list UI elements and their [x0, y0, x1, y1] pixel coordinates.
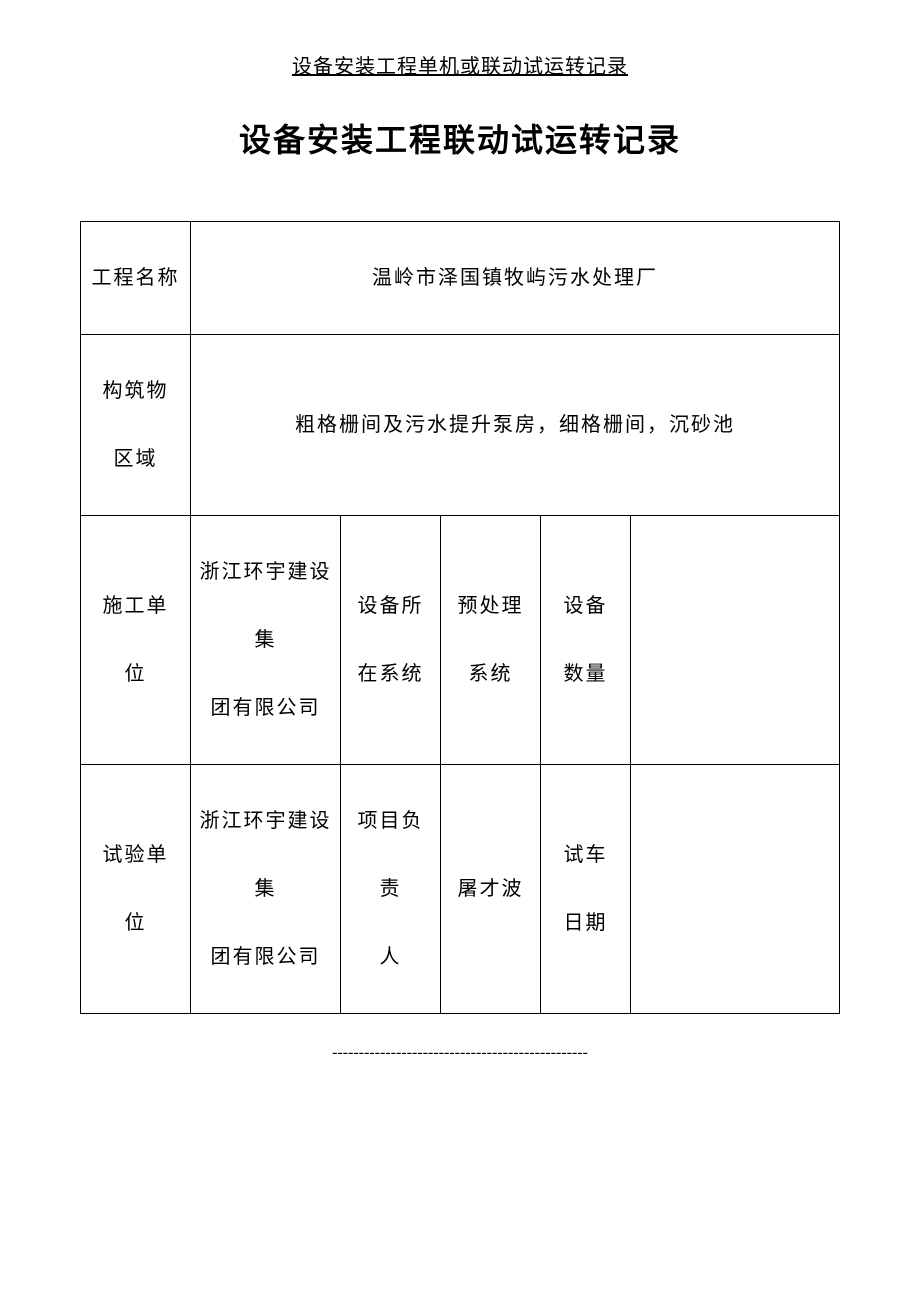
cell-text: 设备: [564, 595, 608, 617]
record-form-table: 工程名称 温岭市泽国镇牧屿污水处理厂 构筑物 区域 粗格栅间及污水提升泵房，细格…: [80, 221, 840, 1014]
label-structure-area: 构筑物 区域: [81, 335, 191, 516]
cell-text: 系统: [469, 663, 513, 685]
cell-text: 日期: [564, 912, 608, 934]
cell-text: 施工单: [103, 595, 169, 617]
value-project-name: 温岭市泽国镇牧屿污水处理厂: [191, 222, 840, 335]
table-row: 试验单 位 浙江环宇建设集 团有限公司 项目负责 人 屠才波 试车 日期: [81, 765, 840, 1014]
cell-text: 浙江环宇建设集: [200, 810, 332, 900]
cell-text: 预处理: [458, 595, 524, 617]
cell-text: 项目负责: [358, 810, 424, 900]
value-project-leader: 屠才波: [441, 765, 541, 1014]
cell-text: 位: [125, 663, 147, 685]
label-structure-area-line1: 构筑物: [103, 380, 169, 402]
value-test-date: [631, 765, 840, 1014]
label-equipment-count: 设备 数量: [541, 516, 631, 765]
label-project-name: 工程名称: [81, 222, 191, 335]
cell-text: 人: [380, 946, 402, 968]
table-row: 施工单 位 浙江环宇建设集 团有限公司 设备所 在系统 预处理 系统 设备 数量: [81, 516, 840, 765]
value-test-unit: 浙江环宇建设集 团有限公司: [191, 765, 341, 1014]
label-construction-unit: 施工单 位: [81, 516, 191, 765]
cell-text: 数量: [564, 663, 608, 685]
label-test-date: 试车 日期: [541, 765, 631, 1014]
footer-separator: ----------------------------------------…: [80, 1044, 840, 1062]
running-header: 设备安装工程单机或联动试运转记录: [80, 50, 840, 85]
table-row: 构筑物 区域 粗格栅间及污水提升泵房，细格栅间，沉砂池: [81, 335, 840, 516]
value-equipment-system: 预处理 系统: [441, 516, 541, 765]
cell-text: 在系统: [358, 663, 424, 685]
cell-text: 设备所: [358, 595, 424, 617]
cell-text: 团有限公司: [211, 697, 321, 719]
cell-text: 浙江环宇建设集: [200, 561, 332, 651]
value-structure-area: 粗格栅间及污水提升泵房，细格栅间，沉砂池: [191, 335, 840, 516]
value-construction-unit: 浙江环宇建设集 团有限公司: [191, 516, 341, 765]
label-structure-area-line2: 区域: [114, 448, 158, 470]
label-project-leader: 项目负责 人: [341, 765, 441, 1014]
document-title: 设备安装工程联动试运转记录: [80, 115, 840, 161]
cell-text: 位: [125, 912, 147, 934]
label-equipment-system: 设备所 在系统: [341, 516, 441, 765]
label-test-unit: 试验单 位: [81, 765, 191, 1014]
cell-text: 团有限公司: [211, 946, 321, 968]
table-row: 工程名称 温岭市泽国镇牧屿污水处理厂: [81, 222, 840, 335]
value-equipment-count: [631, 516, 840, 765]
cell-text: 试车: [564, 844, 608, 866]
cell-text: 试验单: [103, 844, 169, 866]
